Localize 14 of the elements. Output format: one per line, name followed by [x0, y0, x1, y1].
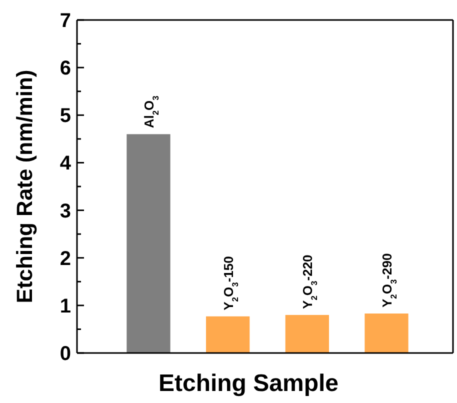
y-axis-title: Etching Rate (nm/min)	[12, 70, 37, 304]
y-tick-label: 1	[60, 295, 71, 318]
y-tick-label: 7	[60, 10, 71, 32]
y-tick-label: 5	[60, 105, 71, 128]
bar	[206, 316, 250, 353]
y-tick-label: 6	[60, 58, 71, 80]
bar	[285, 314, 329, 353]
bar	[126, 134, 170, 353]
y-tick-label: 2	[60, 248, 71, 270]
y-tick-label: 4	[60, 152, 72, 175]
bar	[364, 314, 408, 353]
x-axis-title: Etching Sample	[158, 370, 339, 397]
y-tick-label: 3	[60, 200, 71, 222]
y-tick-label: 0	[60, 343, 71, 365]
